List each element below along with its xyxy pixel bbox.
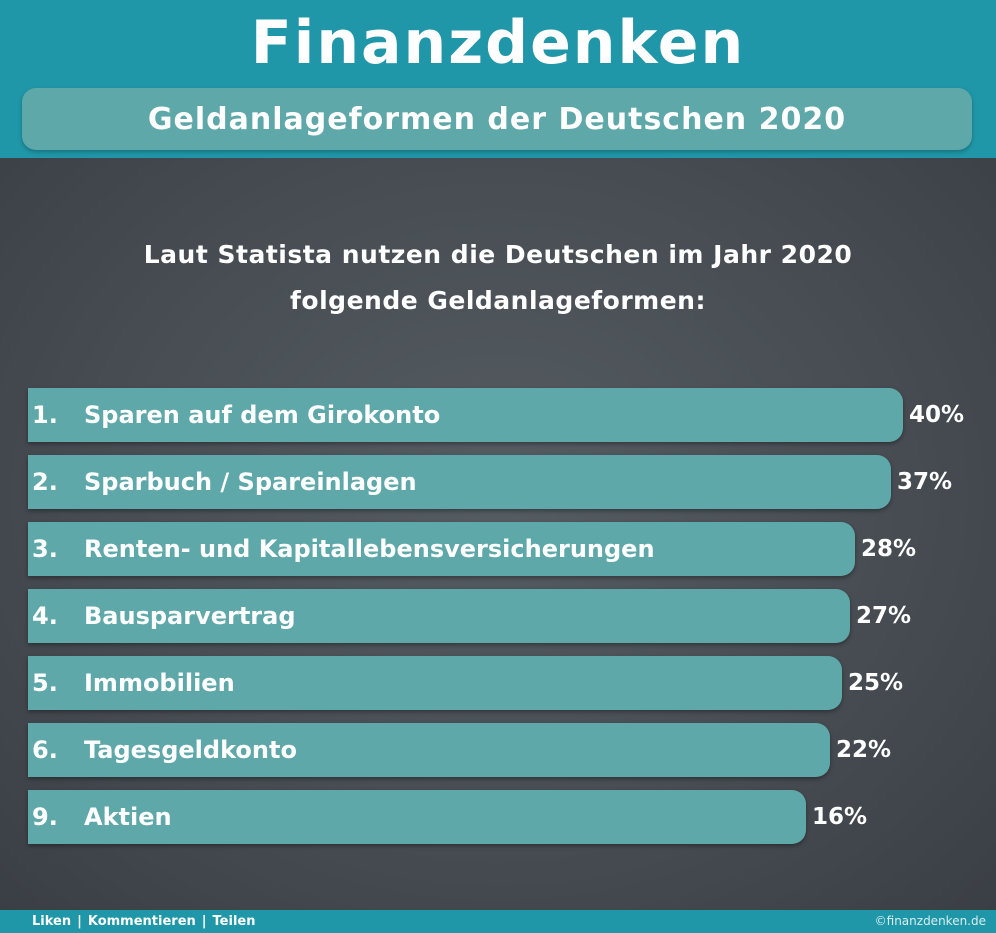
- bar-value-label: 22%: [836, 737, 892, 763]
- intro-line-1: Laut Statista nutzen die Deutschen im Ja…: [143, 240, 853, 269]
- bar-value-label: 40%: [909, 402, 965, 428]
- bar-category: Immobilien: [84, 669, 235, 697]
- bar-category: Tagesgeldkonto: [84, 736, 297, 764]
- bar: [28, 455, 891, 509]
- bar-value-label: 28%: [861, 536, 917, 562]
- bar: [28, 589, 850, 643]
- copyright-text: ©finanzdenken.de: [874, 914, 986, 928]
- share-link[interactable]: Teilen: [212, 914, 256, 929]
- bar-rank: 6.: [32, 736, 58, 764]
- bar-label: 1. Sparen auf dem Girokonto: [32, 388, 440, 442]
- bar-category: Sparbuch / Spareinlagen: [84, 468, 417, 496]
- bar: [28, 790, 806, 844]
- brand-title: Finanzdenken: [250, 8, 746, 78]
- bar-value-label: 25%: [848, 670, 904, 696]
- intro-text: Laut Statista nutzen die Deutschen im Ja…: [0, 232, 996, 324]
- bar-rank: 4.: [32, 602, 58, 630]
- bar-value-label: 16%: [812, 804, 868, 830]
- bar-rank: 5.: [32, 669, 58, 697]
- bar-value-label: 37%: [897, 469, 953, 495]
- bar-label: 3. Renten- und Kapitallebensversicherunge…: [32, 522, 655, 576]
- comment-link[interactable]: Kommentieren: [87, 914, 196, 929]
- bar-rank: 1.: [32, 401, 58, 429]
- bar-category: Aktien: [84, 803, 172, 831]
- bar: [28, 656, 842, 710]
- bar-rank: 2.: [32, 468, 58, 496]
- intro-line-2: folgende Geldanlageformen:: [290, 286, 706, 315]
- bar-label: 4. Bausparvertrag: [32, 589, 296, 643]
- bar-category: Renten- und Kapitallebensversicherungen: [84, 535, 655, 563]
- bar-category: Bausparvertrag: [84, 602, 296, 630]
- bar-label: 5. Immobilien: [32, 656, 235, 710]
- bar: [28, 388, 903, 442]
- header-banner: Finanzdenken Geldanlageformen der Deutsc…: [0, 0, 996, 158]
- like-link[interactable]: Liken: [32, 914, 72, 929]
- bar-label: 2. Sparbuch / Spareinlagen: [32, 455, 417, 509]
- chart-subtitle: Geldanlageformen der Deutschen 2020: [22, 88, 972, 150]
- bar-category: Sparen auf dem Girokonto: [84, 401, 441, 429]
- bar-label: 9. Aktien: [32, 790, 172, 844]
- bar-rank: 3.: [32, 535, 58, 563]
- footer-separator: |: [201, 914, 207, 929]
- bar: [28, 723, 830, 777]
- bar-value-label: 27%: [856, 603, 912, 629]
- bar-label: 6. Tagesgeldkonto: [32, 723, 297, 777]
- bar-rank: 9.: [32, 803, 58, 831]
- footer-bar: Liken | Kommentieren | Teilen ©finanzdenken.…: [0, 910, 996, 933]
- bar: [28, 522, 855, 576]
- social-actions: Liken | Kommentieren | Teilen: [32, 914, 255, 929]
- footer-separator: |: [77, 914, 82, 929]
